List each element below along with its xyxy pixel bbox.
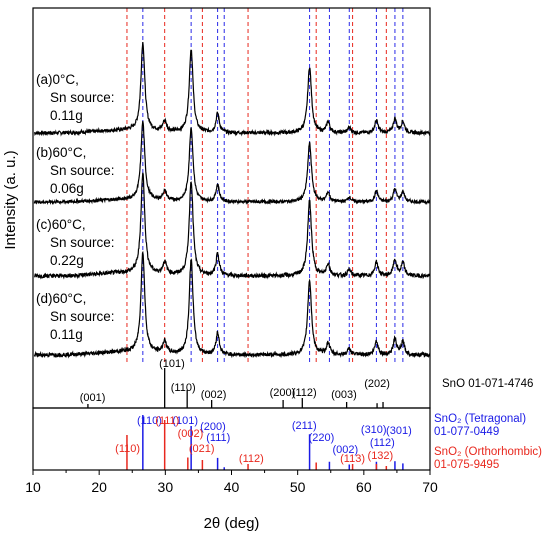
orthorhombic-hkl-label: (112) bbox=[239, 453, 264, 465]
sample-label-line: 0.11g bbox=[50, 327, 83, 342]
x-tick-label: 60 bbox=[356, 479, 372, 495]
tetragonal-hkl-label: (111) bbox=[206, 432, 230, 444]
sample-label-line: Sn source: bbox=[50, 235, 115, 250]
sample-label-line: Sn source: bbox=[50, 309, 115, 324]
tetragonal-hkl-label: (110) bbox=[137, 415, 162, 427]
x-tick-label: 30 bbox=[158, 479, 174, 495]
tetragonal-hkl-label: (220) bbox=[309, 432, 335, 444]
x-axis: 10 20 30 40 50 60 70 2θ (deg) bbox=[25, 470, 438, 532]
sno-hkl-label: (101) bbox=[159, 358, 185, 370]
upper-frame bbox=[32, 7, 431, 409]
sample-label-line: (d)60°C, bbox=[36, 291, 86, 306]
tetragonal-hkl-label: (301) bbox=[386, 425, 412, 437]
tetragonal-hkl-label: (101) bbox=[172, 415, 198, 427]
xrd-pattern-curve bbox=[34, 42, 431, 137]
sample-label-line: 0.22g bbox=[50, 253, 84, 268]
x-tick-label: 50 bbox=[290, 479, 306, 495]
tetragonal-hkl-label: (211) bbox=[292, 420, 317, 432]
xrd-pattern-curve bbox=[33, 120, 431, 206]
sample-label-line: (c)60°C, bbox=[36, 217, 86, 232]
orthorhombic-hkl-label: (021) bbox=[189, 443, 215, 455]
sno-hkl-label: (200) bbox=[270, 387, 296, 399]
xrd-patterns bbox=[33, 42, 431, 359]
sample-label-line: (a)0°C, bbox=[36, 72, 79, 87]
orthorhombic-hkl-label: (132) bbox=[368, 450, 394, 462]
sno-hkl-label: (002) bbox=[201, 389, 227, 401]
x-tick-label: 20 bbox=[91, 479, 107, 495]
tetragonal-hkl-label: (002) bbox=[332, 444, 358, 456]
orthorhombic-hkl-label: (113) bbox=[340, 453, 365, 465]
orthorhombic-label: SnO₂ (Orthorhombic) bbox=[434, 446, 542, 458]
sno-reference-label: SnO 01-071-4746 bbox=[442, 378, 533, 390]
y-axis-label: Intensity (a. u.) bbox=[2, 150, 19, 249]
orthorhombic-hkl-label: (002) bbox=[178, 428, 204, 440]
orthorhombic-hkl-label: (110) bbox=[115, 443, 140, 455]
orthorhombic-label: 01-075-9495 bbox=[434, 459, 499, 471]
orthorhombic-hkl-label: (111) bbox=[155, 415, 179, 427]
sample-label-line: 0.06g bbox=[50, 181, 84, 196]
tetragonal-hkl-label: (200) bbox=[200, 421, 226, 433]
reference-dashed-lines bbox=[126, 8, 404, 365]
reference-patterns: (101)(001)(110)(002) (200)(112) (003)(202)… bbox=[80, 358, 542, 471]
sno-hkl-label: (202) bbox=[364, 378, 390, 390]
sno-hkl-label: (001) bbox=[80, 392, 106, 404]
x-axis-label: 2θ (deg) bbox=[204, 515, 260, 532]
tetragonal-hkl-label: (112) bbox=[370, 437, 395, 449]
sample-label-line: Sn source: bbox=[50, 90, 115, 105]
tetragonal-label: SnO₂ (Tetragonal) bbox=[434, 413, 526, 425]
xrd-pattern-curve bbox=[33, 250, 431, 359]
sample-label-line: (b)60°C, bbox=[36, 145, 86, 160]
x-tick-label: 70 bbox=[422, 479, 438, 495]
sno-hkl-label: (110) bbox=[171, 382, 196, 394]
sno-hkl-label: (003) bbox=[331, 389, 357, 401]
tetragonal-label: 01-077-0449 bbox=[434, 426, 499, 438]
sample-label-line: 0.11g bbox=[50, 108, 83, 123]
sno-hkl-label: (112) bbox=[292, 387, 317, 399]
tetragonal-hkl-label: (310) bbox=[361, 424, 387, 436]
x-tick-label: 10 bbox=[25, 479, 41, 495]
x-tick-label: 40 bbox=[224, 479, 240, 495]
sample-labels: (a)0°C, Sn source: 0.11g (b)60°C, Sn source:… bbox=[36, 72, 115, 342]
sample-label-line: Sn source: bbox=[50, 163, 115, 178]
xrd-pattern-curve bbox=[34, 172, 431, 280]
